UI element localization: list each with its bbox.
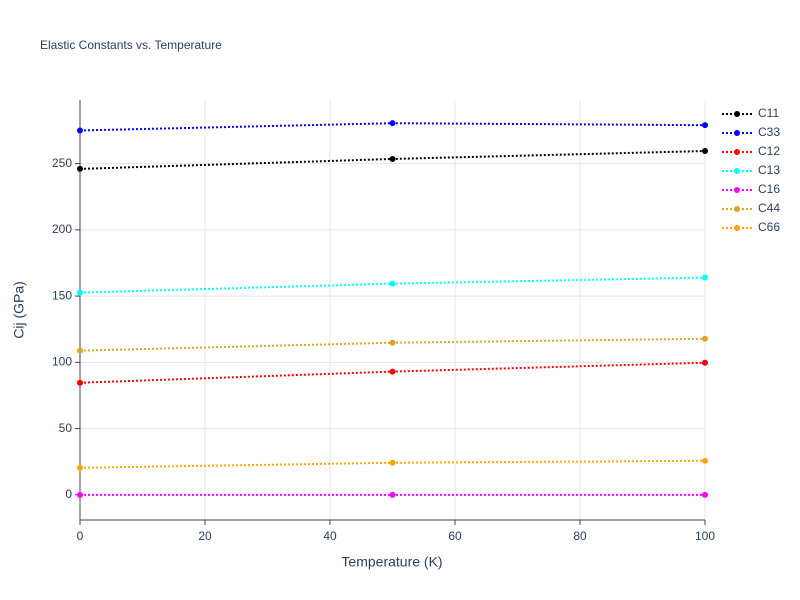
legend-label: C66 <box>758 220 780 234</box>
legend-label: C11 <box>758 106 779 120</box>
data-point <box>389 491 396 498</box>
chart-title: Elastic Constants vs. Temperature <box>40 38 222 52</box>
y-tick-label: 200 <box>52 222 72 236</box>
data-point <box>702 122 708 129</box>
legend-marker <box>734 206 740 212</box>
data-point <box>77 379 83 386</box>
legend-label: C16 <box>758 182 780 196</box>
data-point <box>702 457 708 464</box>
y-tick-label: 250 <box>52 156 72 170</box>
data-point <box>389 120 396 127</box>
data-point <box>702 491 708 498</box>
x-tick-label: 20 <box>198 529 212 543</box>
data-point <box>702 335 708 342</box>
x-tick-label: 80 <box>573 529 587 543</box>
legend-marker <box>734 111 740 117</box>
data-point <box>77 491 83 498</box>
legend-marker <box>734 225 740 231</box>
y-tick-label: 50 <box>59 421 73 435</box>
legend-marker <box>734 130 740 136</box>
x-tick-label: 0 <box>77 529 84 543</box>
legend-label: C44 <box>758 201 780 215</box>
data-point <box>77 464 83 471</box>
data-point <box>389 280 396 287</box>
data-point <box>77 289 83 296</box>
data-point <box>389 155 396 162</box>
legend-marker <box>734 187 740 193</box>
x-tick-label: 60 <box>448 529 462 543</box>
data-point <box>77 127 83 134</box>
data-point <box>389 459 396 466</box>
x-tick-label: 40 <box>323 529 337 543</box>
legend-label: C33 <box>758 125 780 139</box>
legend-marker <box>734 168 740 174</box>
x-axis-label: Temperature (K) <box>341 554 442 570</box>
y-tick-label: 0 <box>65 487 72 501</box>
data-point <box>77 165 83 172</box>
data-point <box>389 339 396 346</box>
y-tick-label: 150 <box>52 288 72 302</box>
y-tick-label: 100 <box>52 355 72 369</box>
data-point <box>77 347 83 354</box>
data-point <box>702 148 708 155</box>
legend-marker <box>734 149 740 155</box>
legend-label: C13 <box>758 163 780 177</box>
data-point <box>702 274 708 281</box>
data-point <box>389 368 396 375</box>
y-axis-label: Cij (GPa) <box>11 281 27 339</box>
legend-label: C12 <box>758 144 780 158</box>
x-tick-label: 100 <box>695 529 715 543</box>
data-point <box>702 359 708 366</box>
